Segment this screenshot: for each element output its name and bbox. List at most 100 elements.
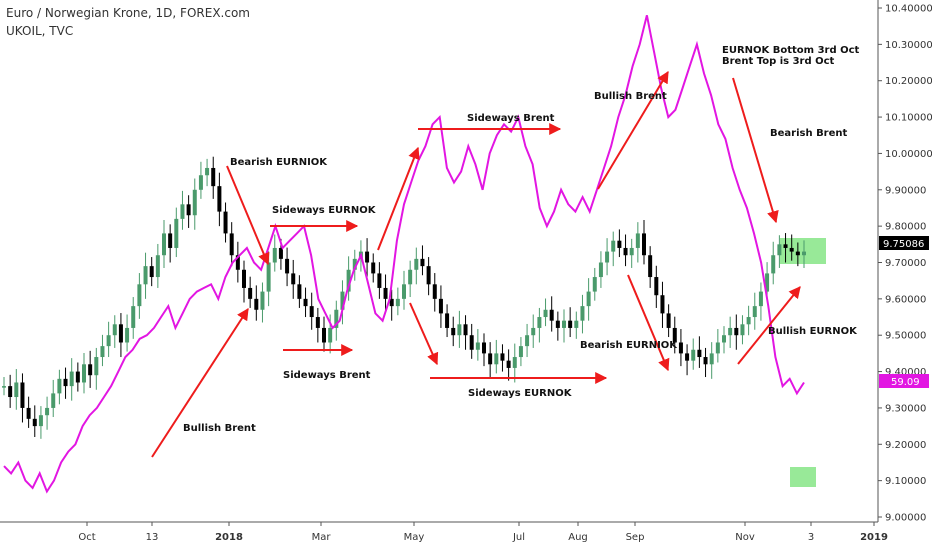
candle-body — [734, 327, 739, 336]
candle-body — [506, 360, 511, 368]
candle-body — [783, 244, 788, 248]
candle-body — [45, 407, 50, 416]
arrow-bullish-eurnok — [737, 286, 801, 365]
candle-body — [149, 266, 154, 278]
candle-body — [168, 233, 173, 248]
candle-body — [402, 284, 406, 299]
annotation-bullish-brent-2: Bullish Brent — [594, 91, 667, 102]
candle-body — [562, 320, 566, 328]
candle-body — [531, 327, 536, 336]
candle-body — [131, 306, 136, 328]
candle-body — [598, 262, 603, 278]
candle-body — [525, 335, 530, 347]
candle-body — [426, 266, 431, 285]
candle-body — [568, 320, 573, 328]
candle-body — [235, 255, 240, 270]
candle-body — [211, 167, 216, 187]
arrow-bullish-brent-1 — [151, 307, 249, 458]
candle-body — [242, 269, 246, 288]
candle-body — [365, 251, 370, 263]
arrow-bearish-eurnok-3 — [627, 274, 670, 372]
overlay-symbol-label: UKOIL, TVC — [6, 24, 74, 38]
candle-body — [2, 386, 6, 388]
candle-body — [334, 309, 339, 328]
candle-body — [88, 364, 93, 376]
svg-text:9.75086: 9.75086 — [883, 239, 924, 250]
candle-body — [494, 353, 499, 365]
y-tick-label: 9.50000 — [885, 331, 926, 342]
y-tick-label: 9.90000 — [885, 185, 926, 196]
candle-body — [414, 258, 419, 270]
candle-body — [155, 255, 160, 278]
y-tick-label: 9.10000 — [885, 476, 926, 487]
candle-body — [438, 298, 443, 314]
candle-body — [666, 313, 671, 328]
candle-body — [660, 295, 665, 314]
x-tick-label: Jul — [512, 532, 525, 543]
candle-body — [771, 255, 776, 274]
candle-body — [143, 266, 148, 285]
candle-body — [383, 287, 388, 299]
candle-body — [432, 284, 437, 299]
candle-body — [328, 327, 333, 343]
candle-body — [322, 327, 326, 343]
candle-body — [629, 247, 634, 256]
candle-body — [605, 251, 610, 263]
candle-body — [266, 262, 271, 292]
candle-body — [728, 327, 733, 336]
y-tick-label: 9.30000 — [885, 403, 926, 414]
annotation-sideways-brent-2: Sideways Brent — [467, 113, 555, 124]
candle-body — [709, 353, 714, 365]
candle-body — [186, 204, 191, 216]
candle-body — [789, 247, 794, 252]
candle-body — [162, 233, 166, 256]
annotation-sideways-eurnok-2: Sideways EURNOK — [468, 388, 573, 399]
x-tick-label: Aug — [568, 532, 588, 543]
candle-body — [315, 317, 320, 328]
candle-body — [377, 273, 382, 288]
candle-body — [617, 240, 622, 248]
candle-body — [592, 277, 597, 292]
y-tick-label: 9.00000 — [885, 513, 926, 524]
candle-body — [457, 324, 462, 336]
x-tick-label: Mar — [312, 532, 332, 543]
candle-body — [518, 346, 523, 358]
candle-body — [475, 342, 480, 350]
candle-body — [678, 342, 683, 354]
candle-body — [623, 247, 628, 256]
candle-body — [32, 418, 37, 427]
y-tick-label: 10.40000 — [885, 4, 932, 15]
candle-body — [537, 317, 542, 328]
candle-body — [20, 382, 25, 408]
candle-body — [75, 371, 80, 383]
brent-line — [3, 15, 805, 494]
arrow-bearish-brent — [732, 77, 779, 224]
y-tick-label: 10.00000 — [885, 149, 932, 160]
candle-body — [795, 251, 800, 256]
candle-body — [340, 291, 345, 310]
annotation-bullish-brent-1: Bullish Brent — [183, 423, 256, 434]
candle-body — [586, 291, 591, 307]
x-tick-label: Nov — [735, 532, 755, 543]
candle-body — [488, 353, 493, 365]
candle-body — [758, 291, 763, 307]
candle-body — [51, 393, 56, 408]
candle-body — [543, 309, 548, 318]
candle-body — [648, 255, 653, 278]
candle-body — [574, 320, 579, 328]
candle-body — [248, 287, 253, 299]
candle-body — [346, 269, 351, 292]
annotation-bearish-eurnok-1: Bearish EURNIOK — [230, 157, 328, 168]
candle-body — [611, 240, 616, 252]
arrow-bearish-eurnok-1 — [226, 165, 270, 266]
y-tick-label: 9.80000 — [885, 222, 926, 233]
candle-body — [223, 211, 228, 234]
candle-body — [297, 284, 302, 299]
candle-body — [352, 258, 357, 270]
annotation-brent-top: Brent Top is 3rd Oct — [722, 56, 835, 67]
arrow-bullish-brent-3 — [597, 70, 669, 190]
candle-body — [272, 247, 277, 263]
candle-body — [63, 378, 68, 387]
candle-body — [445, 313, 450, 328]
